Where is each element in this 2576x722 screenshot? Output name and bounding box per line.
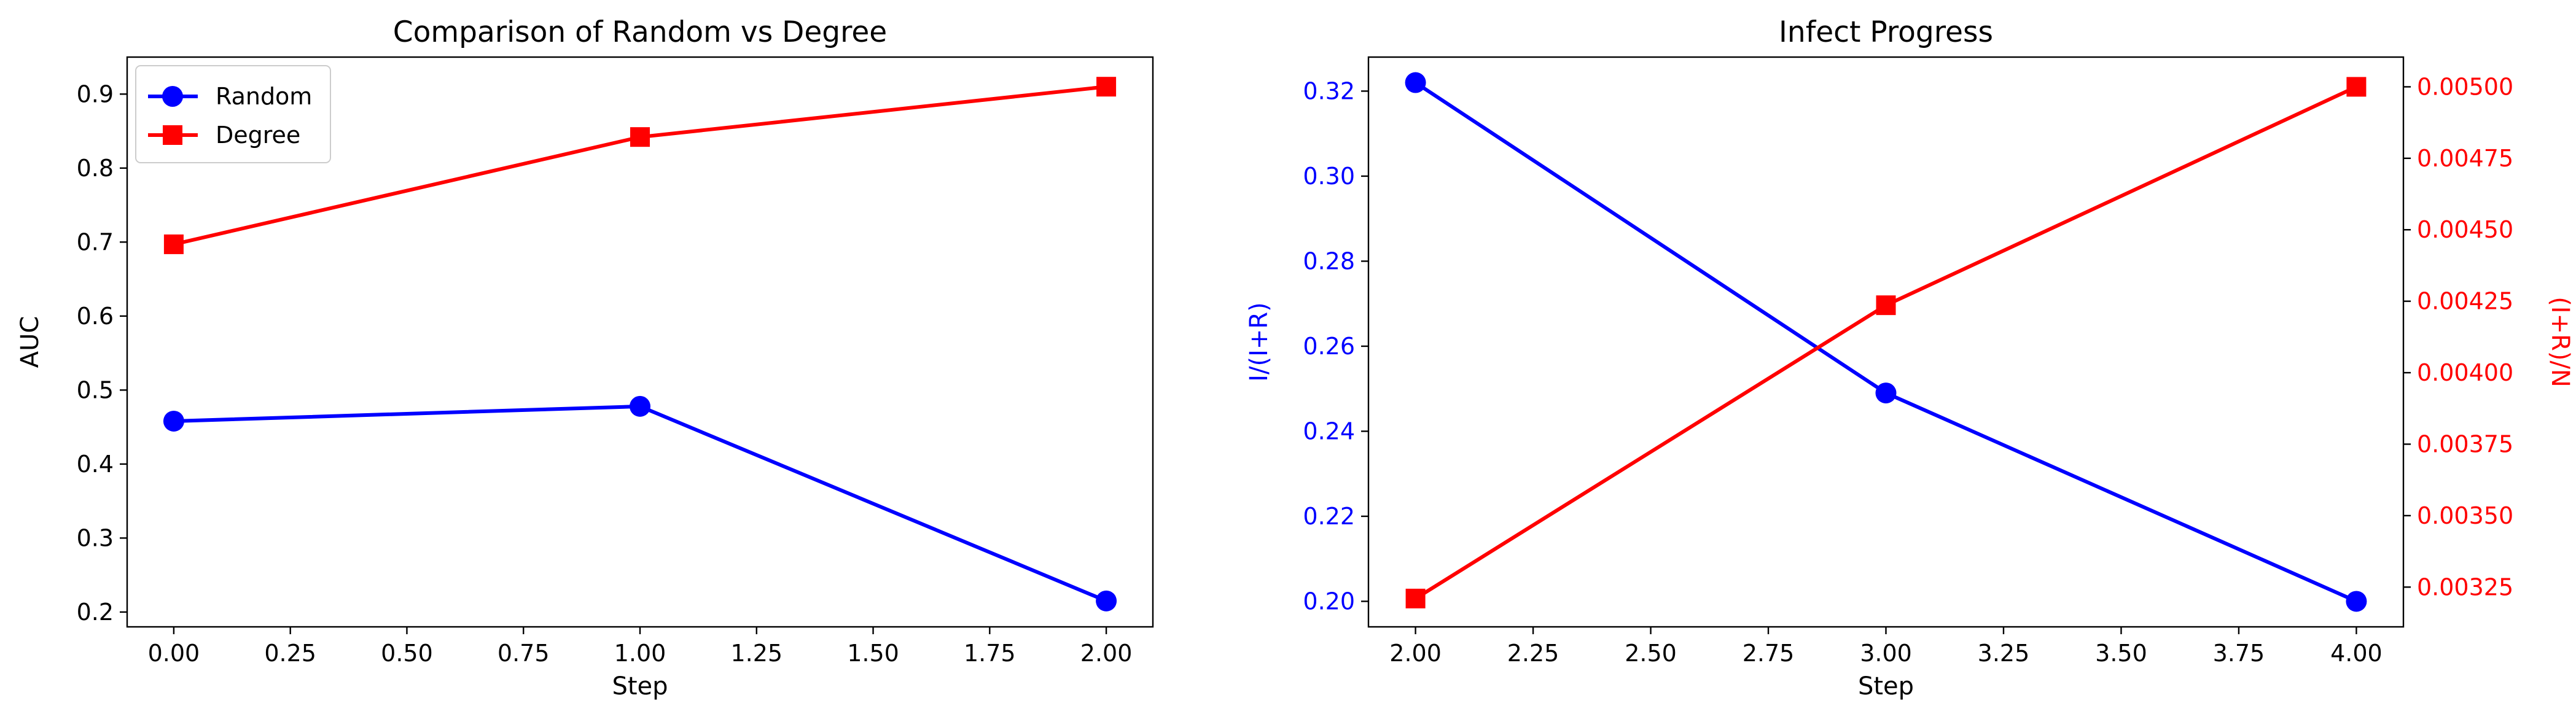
right-chart-y-tick-label: 0.24 bbox=[1303, 417, 1355, 444]
left-chart-legend-box bbox=[135, 65, 331, 163]
right-chart-y2-tick-label: 0.00350 bbox=[2417, 502, 2513, 529]
left-chart-x-tick-label: 1.25 bbox=[730, 640, 783, 667]
left-chart-legend-marker bbox=[162, 86, 183, 107]
right-chart-y-tick-label: 0.32 bbox=[1303, 77, 1355, 104]
right-chart-y-tick-label: 0.26 bbox=[1303, 333, 1355, 360]
left-chart: 0.00 0.25 0.50 0.75 1.00 1.25 1.50 1.75 2.00 0.2 0… bbox=[16, 15, 1154, 701]
right-chart-title: Infect Progress bbox=[1779, 15, 1993, 49]
left-chart-y-tick-label: 0.2 bbox=[77, 599, 114, 626]
left-chart-x-tick-label: 1.75 bbox=[964, 640, 1016, 667]
left-chart-x-tick-label: 0.75 bbox=[498, 640, 550, 667]
left-chart-y-tick-label: 0.3 bbox=[77, 524, 114, 551]
left-chart-x-axis-label: Step bbox=[612, 672, 668, 701]
right-chart-x-tick-label: 3.25 bbox=[1978, 640, 2030, 667]
right-chart-series-line-2 bbox=[1405, 77, 2367, 608]
right-chart-y2-tick-label: 0.00475 bbox=[2417, 145, 2513, 172]
right-chart-y-tick-label: 0.30 bbox=[1303, 163, 1355, 190]
left-chart-legend-label: Degree bbox=[216, 122, 300, 149]
left-chart-series-random bbox=[163, 395, 1117, 611]
right-chart-series-line bbox=[1414, 81, 2357, 604]
left-chart-y-tick-label: 0.8 bbox=[77, 155, 114, 182]
right-chart-data-point bbox=[1875, 382, 1897, 404]
right-chart-y2-axis-label: (I+R)/N bbox=[2546, 297, 2574, 387]
left-chart-x-tick-label: 0.50 bbox=[381, 640, 433, 667]
left-chart-data-point bbox=[1096, 77, 1117, 97]
left-chart-x-tick-label: 0.25 bbox=[264, 640, 316, 667]
right-chart-axes-frame bbox=[1367, 56, 2405, 628]
left-chart-data-point bbox=[630, 127, 650, 147]
right-chart-data-point bbox=[2346, 591, 2367, 612]
right-chart-y2-tick-label: 0.00425 bbox=[2417, 288, 2513, 315]
right-chart-y-tick-label: 0.20 bbox=[1303, 588, 1355, 615]
left-chart-data-point bbox=[163, 234, 184, 254]
right-chart-x-tick-label: 2.50 bbox=[1625, 640, 1677, 667]
left-chart-y-tick-label: 0.9 bbox=[77, 80, 114, 107]
left-chart-data-point bbox=[1096, 590, 1117, 611]
right-chart-x-tick-label: 2.75 bbox=[1743, 640, 1795, 667]
left-chart-data-point bbox=[630, 395, 650, 417]
right-chart-data-point bbox=[2346, 77, 2367, 97]
right-chart: 2.00 2.25 2.50 2.75 3.00 3.25 3.50 3.75 4.00 0.20… bbox=[1245, 15, 2574, 701]
left-chart-y-tick-label: 0.7 bbox=[77, 228, 114, 255]
right-chart-y-tick-label: 0.22 bbox=[1303, 503, 1355, 530]
right-chart-x-tick-label: 3.50 bbox=[2095, 640, 2147, 667]
left-chart-y-axis-label: AUC bbox=[16, 316, 44, 368]
left-chart-title: Comparison of Random vs Degree bbox=[393, 15, 887, 49]
right-chart-y2-tick-label: 0.00325 bbox=[2417, 573, 2513, 600]
right-chart-y-tick-label: 0.28 bbox=[1303, 247, 1355, 274]
right-chart-y2-tick-label: 0.00375 bbox=[2417, 430, 2513, 457]
right-chart-y2-tick-label: 0.00400 bbox=[2417, 359, 2513, 386]
left-chart-legend: Random Degree bbox=[135, 65, 331, 163]
right-chart-x-tick-label: 4.00 bbox=[2330, 640, 2383, 667]
left-chart-y-tick-label: 0.4 bbox=[77, 451, 114, 478]
right-chart-data-point bbox=[1405, 588, 1426, 608]
right-chart-x-tick-label: 3.00 bbox=[1860, 640, 1912, 667]
left-chart-x-tick-label: 1.00 bbox=[614, 640, 666, 667]
left-chart-legend-label: Random bbox=[216, 83, 312, 110]
left-chart-x-tick-label: 0.00 bbox=[148, 640, 200, 667]
left-chart-y-tick-label: 0.5 bbox=[77, 376, 114, 403]
right-chart-series-line bbox=[1415, 85, 2357, 600]
left-chart-data-point bbox=[163, 410, 184, 432]
left-chart-series-degree bbox=[163, 77, 1117, 254]
left-chart-x-tick-label: 1.50 bbox=[847, 640, 899, 667]
left-chart-series-line bbox=[173, 404, 1107, 603]
left-chart-x-tick-label: 2.00 bbox=[1080, 640, 1133, 667]
right-chart-x-tick-label: 2.25 bbox=[1507, 640, 1559, 667]
right-chart-y2-tick-label: 0.00500 bbox=[2417, 73, 2513, 100]
right-chart-y2-tick-label: 0.00450 bbox=[2417, 216, 2513, 243]
left-chart-legend-marker bbox=[163, 125, 182, 145]
left-chart-y-tick-label: 0.6 bbox=[77, 303, 114, 330]
right-chart-x-tick-label: 3.75 bbox=[2213, 640, 2265, 667]
right-chart-y-axis-label: I/(I+R) bbox=[1245, 302, 1273, 382]
right-chart-series-line-1 bbox=[1405, 72, 2367, 612]
right-chart-data-point bbox=[1876, 295, 1896, 316]
right-chart-x-tick-label: 2.00 bbox=[1389, 640, 1442, 667]
right-chart-x-axis-label: Step bbox=[1858, 672, 1914, 701]
right-chart-data-point bbox=[1405, 72, 1426, 93]
